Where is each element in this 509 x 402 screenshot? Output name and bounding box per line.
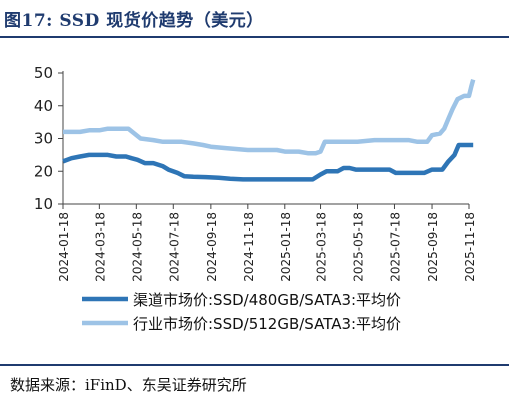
line-chart: 10 20 30 40 50 2024-01-18 2024-03-18 2024-05-18… [34,64,477,333]
x-tick-label: 2024-07-18 [167,212,181,282]
x-tick-label: 2025-07-18 [388,212,402,282]
footer-divider [0,364,509,366]
x-tick-label: 2024-09-18 [205,212,219,282]
x-tick-label: 2025-03-18 [315,212,329,282]
y-tick-label: 50 [34,64,53,82]
title-divider [0,36,509,38]
x-tick-label: 2025-11-18 [463,212,477,282]
x-tick-label: 2024-01-18 [57,212,71,282]
y-tick-label: 40 [34,97,53,115]
x-tick-label: 2025-09-18 [426,212,440,282]
y-tick-label: 10 [34,195,53,213]
y-tick-label: 30 [34,130,53,148]
data-source-note: 数据来源：iFinD、东吴证券研究所 [10,376,247,394]
x-tick-label: 2024-03-18 [93,212,107,282]
x-tick-label: 2024-05-18 [130,212,144,282]
x-tick-label: 2024-11-18 [242,212,256,282]
series-line-1 [62,142,474,182]
chart-container: 10 20 30 40 50 2024-01-18 2024-03-18 2024-05-18… [0,40,509,355]
legend-label-2: 行业市场价:SSD/512GB/SATA3:平均价 [133,315,401,333]
figure-title-bar: 图17: SSD 现货价趋势（美元） [0,0,509,40]
y-tick-label: 20 [34,162,53,180]
x-tick-label: 2025-05-18 [352,212,366,282]
legend-label-1: 渠道市场价:SSD/480GB/SATA3:平均价 [133,291,401,309]
x-tick-label: 2025-01-18 [279,212,293,282]
series-line-2 [63,78,476,156]
figure-title: 图17: SSD 现货价趋势（美元） [4,11,264,31]
